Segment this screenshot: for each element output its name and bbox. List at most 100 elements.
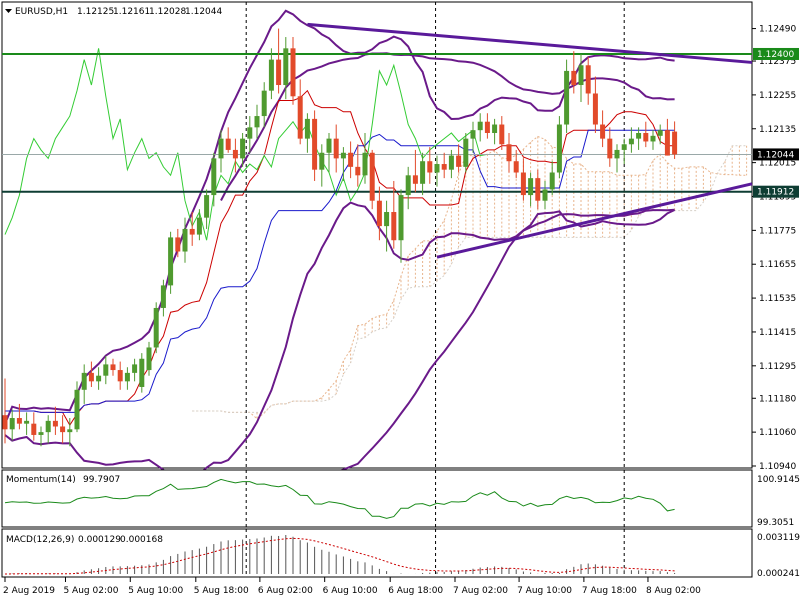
- ohlc-low: 1.12028: [149, 7, 186, 17]
- price-tick-label: 1.11415: [759, 328, 796, 338]
- time-tick-label: 5 Aug 18:00: [194, 586, 249, 596]
- current-price-label: 1.12044: [757, 150, 794, 160]
- level-price-label: 1.11912: [757, 188, 794, 198]
- candle-body: [132, 364, 138, 373]
- candle-body: [96, 375, 102, 382]
- candle-body: [283, 48, 289, 86]
- price-tick-label: 1.12015: [759, 159, 796, 169]
- candle-body: [117, 370, 123, 382]
- candle-body: [9, 418, 15, 430]
- candle-body: [484, 121, 490, 133]
- candle-body: [211, 158, 217, 196]
- candle-body: [571, 70, 577, 86]
- candle-body: [225, 138, 231, 150]
- candle-body: [52, 420, 58, 427]
- candle-body: [657, 130, 663, 136]
- price-tick-label: 1.12135: [759, 125, 796, 135]
- macd-value: 0.000129: [78, 535, 121, 545]
- trendline: [436, 182, 753, 259]
- ohlc-high: 1.12161: [113, 7, 150, 17]
- candle-body: [304, 118, 310, 139]
- candle-body: [585, 65, 591, 94]
- trendlines: [307, 22, 753, 259]
- momentum-axis-bottom: 99.3051: [757, 518, 794, 528]
- chart-header: EURUSD,H1 1.12125 1.12161 1.12028 1.1204…: [5, 7, 222, 17]
- candle-body: [139, 358, 145, 387]
- macd-histogram: [11, 535, 676, 574]
- price-tick-label: 1.11295: [759, 362, 796, 372]
- indicator-lines: [4, 9, 676, 493]
- momentum-line: [4, 478, 675, 519]
- macd-name: MACD(12,26,9): [6, 535, 74, 545]
- candles: [2, 28, 678, 447]
- candle-body: [175, 237, 181, 252]
- candle-body: [297, 96, 303, 139]
- candle-body: [506, 144, 512, 162]
- momentum-axis-top: 100.9145: [757, 475, 800, 485]
- kijun-line: [5, 129, 675, 413]
- candle-body: [376, 200, 382, 227]
- candle-body: [499, 124, 505, 145]
- macd-grid: [245, 529, 625, 577]
- candle-body: [218, 138, 224, 159]
- price-tick-label: 1.10940: [759, 462, 796, 472]
- senkou-span-a: [192, 135, 747, 420]
- time-tick-label: 6 Aug 18:00: [388, 586, 443, 596]
- candle-body: [232, 149, 238, 159]
- candle-body: [355, 166, 361, 176]
- candle-body: [247, 127, 253, 139]
- price-tick-label: 1.11060: [759, 428, 796, 438]
- macd-signal-value: 0.000168: [120, 535, 163, 545]
- time-tick-label: 6 Aug 10:00: [323, 586, 378, 596]
- bollinger-lower: [4, 201, 676, 483]
- candle-body: [67, 429, 73, 433]
- candle-body: [477, 121, 483, 131]
- time-tick-label: 2 Aug 2019: [3, 586, 55, 596]
- candle-body: [103, 364, 109, 376]
- candle-body: [153, 307, 159, 348]
- candle-body: [31, 423, 37, 435]
- candle-body: [189, 228, 195, 235]
- candle-body: [196, 217, 202, 235]
- horizontal-levels: [2, 52, 752, 193]
- candle-body: [556, 124, 562, 173]
- candle-body: [384, 212, 390, 227]
- trendline: [307, 22, 753, 64]
- candle-body: [88, 372, 94, 382]
- candle-body: [650, 135, 656, 142]
- momentum-pane: Momentum(14) 99.7907 100.9145 99.3051: [1, 469, 800, 528]
- price-tick-label: 1.11655: [759, 260, 796, 270]
- candle-body: [204, 195, 210, 218]
- candle-body: [168, 237, 174, 286]
- macd-pane: MACD(12,26,9) 0.000129 0.000168 0.003119…: [1, 528, 800, 579]
- price-tick-label: 1.11535: [759, 294, 796, 304]
- dropdown-arrow-icon[interactable]: [5, 9, 12, 13]
- candle-body: [182, 228, 188, 252]
- candle-body: [312, 118, 318, 170]
- candle-body: [463, 138, 469, 167]
- candle-body: [348, 152, 354, 167]
- candle-body: [16, 418, 22, 424]
- candle-body: [60, 426, 66, 433]
- candle-body: [448, 155, 454, 170]
- price-tick-label: 1.12375: [759, 57, 796, 67]
- candle-body: [643, 132, 649, 142]
- candle-body: [333, 138, 339, 159]
- candle-body: [412, 175, 418, 184]
- candle-body: [578, 65, 584, 86]
- candle-body: [124, 372, 130, 382]
- price-tick-label: 1.12255: [759, 91, 796, 101]
- candle-body: [614, 149, 620, 159]
- macd-axis-top: 0.003119: [757, 533, 800, 543]
- candle-body: [470, 130, 476, 139]
- time-tick-label: 6 Aug 02:00: [258, 586, 313, 596]
- symbol-label: EURUSD,H1: [15, 7, 68, 17]
- candle-body: [362, 152, 368, 176]
- bollinger-outer-upper: [220, 52, 675, 201]
- candle-body: [513, 161, 519, 173]
- candle-body: [268, 59, 274, 91]
- time-tick-label: 7 Aug 02:00: [453, 586, 508, 596]
- current-price-badge: [753, 148, 799, 161]
- candle-body: [2, 415, 8, 430]
